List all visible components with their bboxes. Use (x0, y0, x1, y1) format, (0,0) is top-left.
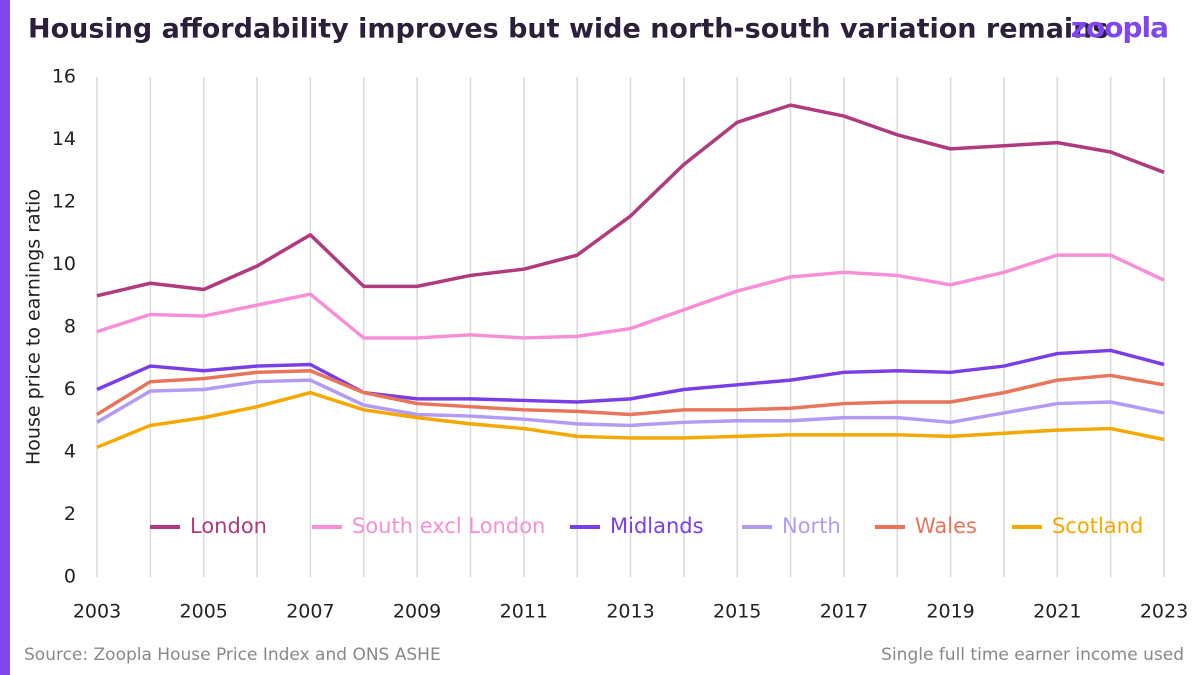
series-line (96, 253, 1165, 340)
legend-label: Midlands (610, 514, 704, 538)
note: Single full time earner income used (881, 645, 1184, 665)
series-line (96, 378, 1165, 428)
legend-label: South excl London (352, 514, 545, 538)
legend-label: Scotland (1052, 514, 1143, 538)
x-tick-label: 2005 (180, 601, 228, 623)
y-tick-label: 10 (52, 253, 76, 275)
x-tick-label: 2021 (1033, 601, 1081, 623)
y-tick-label: 12 (52, 191, 76, 213)
y-tick-label: 2 (64, 503, 76, 525)
x-tick-label: 2009 (393, 601, 441, 623)
logo[interactable]: zoopla (1071, 11, 1169, 44)
legend-label: North (782, 514, 841, 538)
x-tick-label: 2003 (73, 601, 121, 623)
series-line (96, 103, 1165, 298)
chart-title: Housing affordability improves but wide … (28, 14, 1108, 45)
series-line (96, 348, 1165, 404)
legend-label: Wales (915, 514, 977, 538)
series-line (96, 390, 1165, 449)
accent-bar (0, 0, 10, 675)
y-tick-label: 14 (52, 128, 76, 150)
x-tick-label: 2023 (1140, 601, 1188, 623)
legend-label: London (190, 514, 267, 538)
x-tick-label: 2017 (820, 601, 868, 623)
y-tick-label: 0 (64, 566, 76, 588)
y-axis-label: House price to earnings ratio (23, 189, 45, 465)
series-line (96, 369, 1165, 417)
x-tick-label: 2011 (500, 601, 548, 623)
source: Source: Zoopla House Price Index and ONS… (24, 645, 441, 665)
x-tick-label: 2013 (606, 601, 654, 623)
y-tick-label: 16 (52, 66, 76, 88)
x-tick-label: 2015 (713, 601, 761, 623)
y-tick-label: 4 (64, 441, 76, 463)
y-tick-label: 6 (64, 378, 76, 400)
y-tick-label: 8 (64, 316, 76, 338)
x-tick-label: 2019 (926, 601, 974, 623)
x-tick-label: 2007 (286, 601, 334, 623)
